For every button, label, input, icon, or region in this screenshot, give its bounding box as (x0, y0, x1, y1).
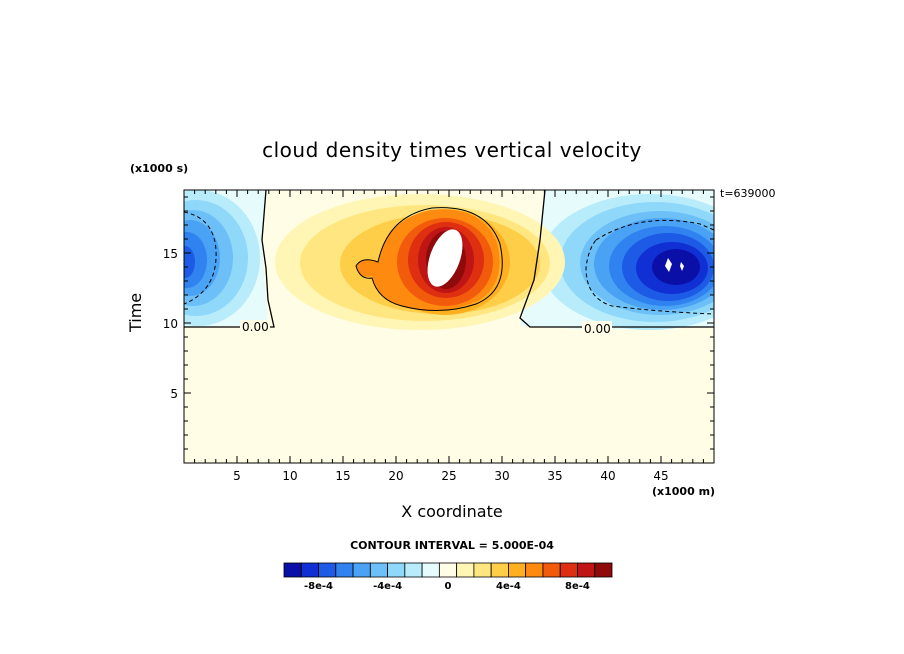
colorbar-swatch (525, 562, 544, 578)
colorbar-swatch (456, 562, 475, 578)
heatmap-field (184, 190, 714, 463)
contour-interval-label: CONTOUR INTERVAL = 5.000E-04 (350, 539, 554, 552)
x-tick-label: 35 (547, 469, 562, 483)
colorbar-tick-label: 4e-4 (496, 581, 521, 592)
colorbar-swatch (283, 562, 302, 578)
chart-title: cloud density times vertical velocity (262, 138, 642, 162)
x-axis-unit: (x1000 m) (652, 485, 716, 498)
colorbar-swatch (387, 562, 406, 578)
colorbar-swatch (369, 562, 388, 578)
y-tick-label: 15 (163, 247, 178, 261)
y-tick-label: 10 (163, 317, 178, 331)
x-tick-label: 15 (335, 469, 350, 483)
colorbar-tick-label: -8e-4 (304, 581, 333, 592)
zero-contour-label-east: 0.00 (584, 322, 611, 336)
x-tick-label: 45 (653, 469, 668, 483)
colorbar: -8e-4 -4e-4 0 4e-4 8e-4 (283, 562, 613, 592)
x-tick-label: 20 (388, 469, 403, 483)
colorbar-tick-label: 0 (445, 581, 452, 592)
colorbar-swatch (335, 562, 354, 578)
negative-contour-west (184, 211, 217, 305)
positive-region (275, 194, 565, 330)
positive-contour (355, 207, 503, 312)
colorbar-swatch (318, 562, 337, 578)
colorbar-tick-label: -4e-4 (373, 581, 402, 592)
colorbar-swatch (559, 562, 578, 578)
colorbar-swatch (421, 562, 440, 578)
x-tick-label: 40 (600, 469, 615, 483)
x-tick-label: 10 (282, 469, 297, 483)
negative-contour-east (585, 219, 714, 315)
colorbar-swatch (438, 562, 458, 578)
x-tick-label: 25 (441, 469, 456, 483)
colorbar-swatch (300, 562, 319, 578)
colorbar-swatch (404, 562, 423, 578)
colorbar-swatch (473, 562, 492, 578)
colorbar-swatch (594, 562, 613, 578)
x-tick-label: 30 (494, 469, 509, 483)
y-tick-label: 5 (170, 387, 178, 401)
time-stamp: t=639000 (720, 187, 776, 200)
colorbar-swatch (577, 562, 596, 578)
colorbar-swatch (508, 562, 527, 578)
colorbar-tick-label: 8e-4 (565, 581, 590, 592)
zero-contour-label-west: 0.00 (242, 320, 269, 334)
y-axis-unit: (x1000 s) (130, 162, 189, 175)
colorbar-swatch (542, 562, 561, 578)
x-axis-label: X coordinate (401, 502, 503, 521)
colorbar-swatch (490, 562, 509, 578)
x-tick-label: 5 (233, 469, 241, 483)
zero-contour-east (519, 190, 714, 328)
colorbar-swatch (352, 562, 371, 578)
